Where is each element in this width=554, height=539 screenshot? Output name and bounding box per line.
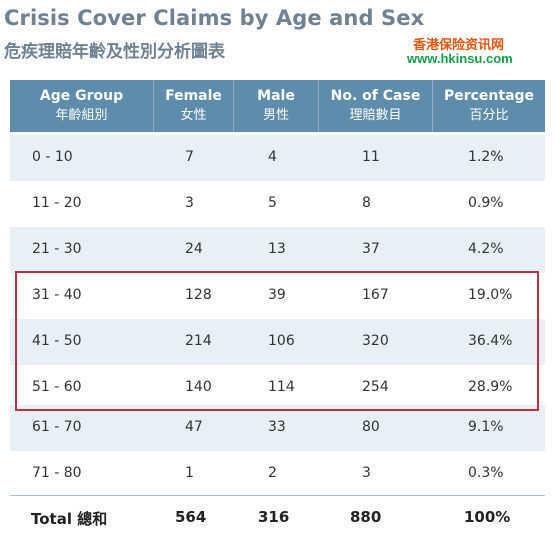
cell-male: 114 [268,379,295,395]
watermark-url: www.hkinsu.com [407,51,513,66]
cell-age-group: 0 - 10 [32,149,73,165]
cell-no-of-case: 320 [362,333,389,349]
total-percentage: 100% [464,508,511,526]
table-header: Age Group 年齡組別 Female 女性 Male 男性 No. of … [10,80,545,132]
cell-female: 128 [185,287,212,303]
cell-no-of-case: 254 [362,379,389,395]
cell-age-group: 61 - 70 [32,419,82,435]
header-percentage: Percentage 百分比 [433,80,545,132]
cell-no-of-case: 80 [362,419,380,435]
cell-female: 47 [185,419,203,435]
cell-male: 5 [268,195,277,211]
header-label: Percentage [443,88,535,104]
cell-percentage: 19.0% [468,287,513,303]
header-label: Age Group [39,88,124,104]
cell-age-group: 11 - 20 [32,195,82,211]
header-male: Male 男性 [234,80,318,132]
total-divider [10,495,545,496]
cell-male: 106 [268,333,295,349]
table-row: 51 - 60 140 114 254 28.9% [10,365,545,411]
header-label-zh: 男性 [262,108,289,123]
table-row: 11 - 20 3 5 8 0.9% [10,181,545,227]
table-row: 41 - 50 214 106 320 36.4% [10,319,545,365]
table-row: 21 - 30 24 13 37 4.2% [10,227,545,273]
header-female: Female 女性 [154,80,233,132]
header-label: Male [257,88,295,104]
cell-male: 4 [268,149,277,165]
table-title-chinese: 危疾理賠年齡及性別分析圖表 [4,42,225,62]
cell-female: 7 [185,149,194,165]
header-age-group: Age Group 年齡組別 [10,80,153,132]
header-no-of-case: No. of Case 理賠數目 [319,80,432,132]
header-divider [153,80,154,132]
total-male: 316 [258,508,290,526]
cell-male: 39 [268,287,286,303]
table-row: 71 - 80 1 2 3 0.3% [10,451,545,497]
cell-percentage: 0.9% [468,195,504,211]
cell-no-of-case: 3 [362,465,371,481]
cell-percentage: 1.2% [468,149,504,165]
header-divider [318,80,319,132]
cell-female: 24 [185,241,203,257]
cell-percentage: 36.4% [468,333,513,349]
header-label-zh: 理賠數目 [349,108,402,123]
table-title: Crisis Cover Claims by Age and Sex [4,6,425,30]
cell-male: 13 [268,241,286,257]
cell-percentage: 0.3% [468,465,504,481]
header-label: No. of Case [330,88,421,104]
cell-percentage: 28.9% [468,379,513,395]
cell-percentage: 9.1% [468,419,504,435]
header-label: Female [165,88,222,104]
cell-age-group: 71 - 80 [32,465,82,481]
header-label-zh: 百分比 [469,108,509,123]
table-row: 61 - 70 47 33 80 9.1% [10,405,545,451]
table-row: 31 - 40 128 39 167 19.0% [10,273,545,319]
cell-no-of-case: 167 [362,287,389,303]
header-divider [432,80,433,132]
cell-no-of-case: 8 [362,195,371,211]
total-label: Total 總和 [31,510,108,528]
watermark-site-name: 香港保险资讯网 [413,38,505,53]
cell-male: 33 [268,419,286,435]
cell-age-group: 51 - 60 [32,379,82,395]
cell-male: 2 [268,465,277,481]
total-row: Total 總和 564 316 880 100% [10,496,545,539]
highlight-box [15,271,539,411]
total-female: 564 [175,508,207,526]
header-divider [233,80,234,132]
table-row: 0 - 10 7 4 11 1.2% [10,135,545,181]
cell-percentage: 4.2% [468,241,504,257]
cell-no-of-case: 37 [362,241,380,257]
cell-female: 1 [185,465,194,481]
cell-female: 140 [185,379,212,395]
total-no-of-case: 880 [350,508,382,526]
cell-no-of-case: 11 [362,149,380,165]
cell-age-group: 41 - 50 [32,333,82,349]
cell-age-group: 31 - 40 [32,287,82,303]
cell-age-group: 21 - 30 [32,241,82,257]
header-label-zh: 女性 [180,108,207,123]
header-label-zh: 年齡組別 [55,108,108,123]
cell-female: 214 [185,333,212,349]
cell-female: 3 [185,195,194,211]
